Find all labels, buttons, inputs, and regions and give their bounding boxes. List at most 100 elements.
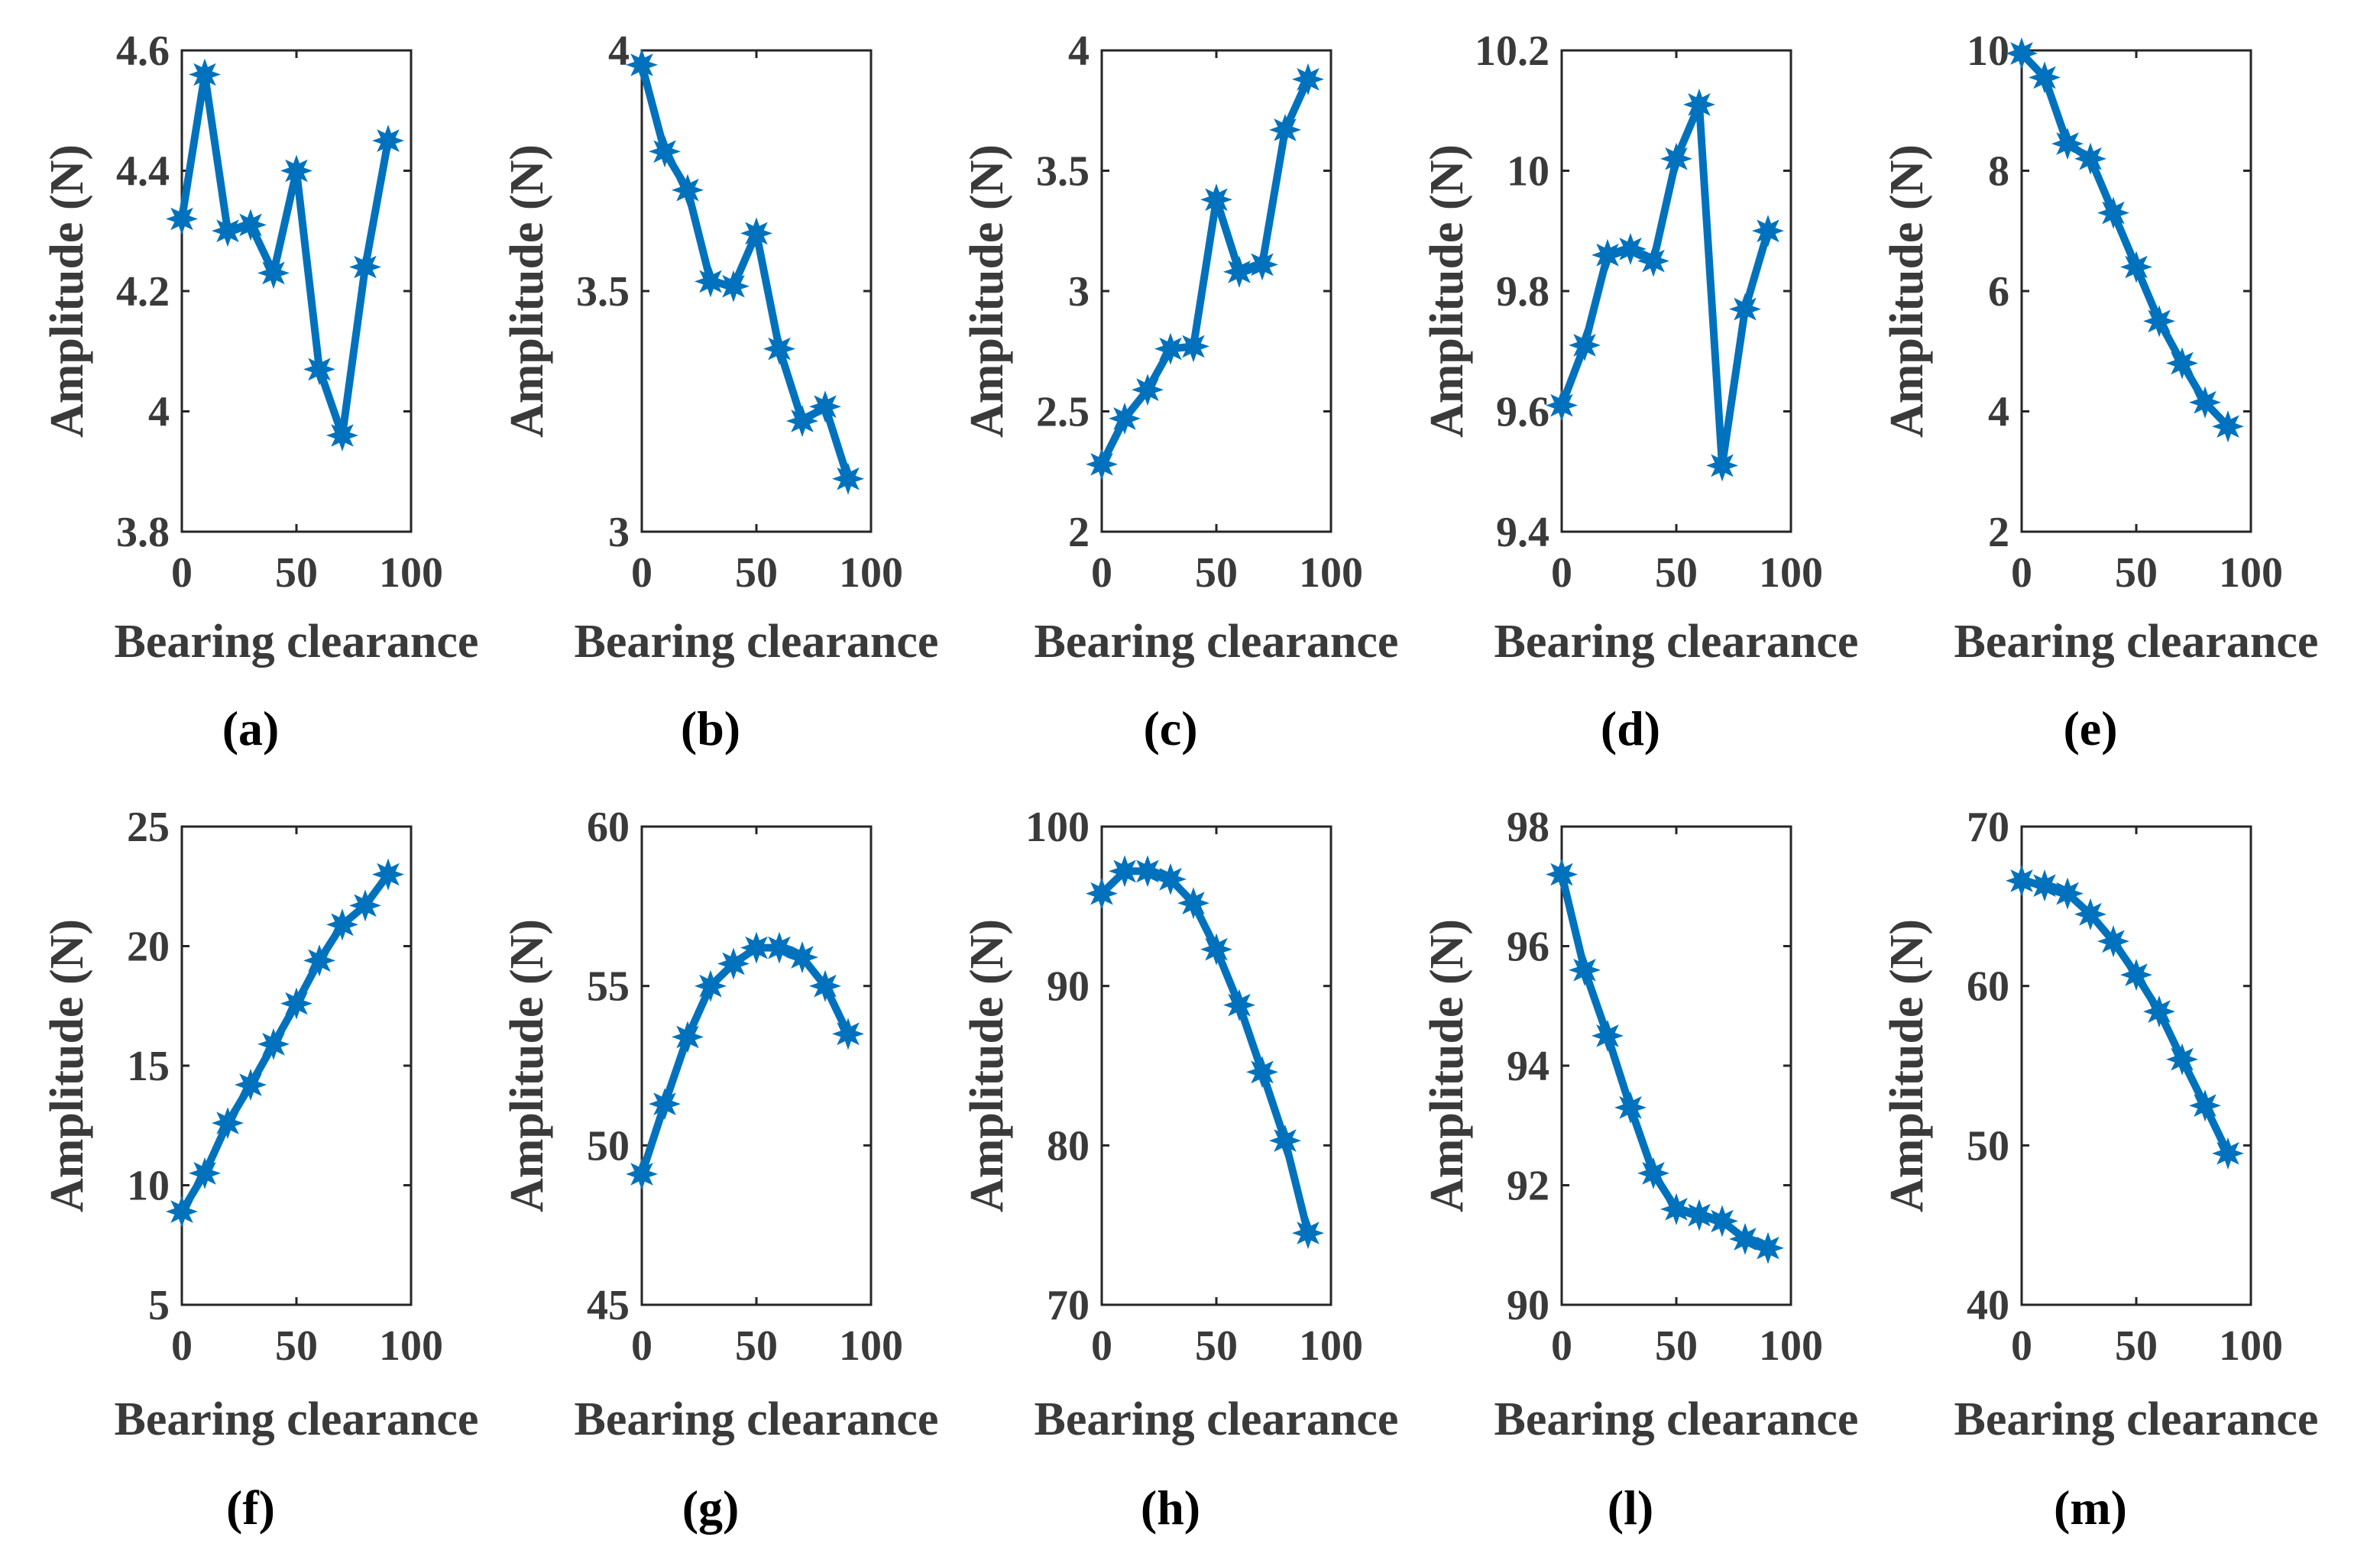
x-tick-label: 50 xyxy=(735,549,778,597)
x-tick-label: 50 xyxy=(735,1322,778,1370)
panel-label: (e) xyxy=(2063,701,2117,756)
data-point xyxy=(1177,330,1209,363)
y-tick-label: 80 xyxy=(1047,1122,1090,1170)
x-axis-label: Bearing clearance xyxy=(115,1393,479,1445)
data-point xyxy=(235,1068,267,1101)
y-axis-label: Amplitude (N) xyxy=(41,919,93,1212)
data-point xyxy=(1660,1192,1693,1225)
y-tick-label: 90 xyxy=(1507,1282,1549,1329)
x-axis-label: Bearing clearance xyxy=(1035,1393,1399,1445)
data-point xyxy=(2074,898,2106,930)
x-tick-label: 100 xyxy=(379,549,443,597)
x-tick-label: 0 xyxy=(171,1322,193,1370)
chart-panel-3: 0 50 100 2 2.5 3 3.5 4 Bearing clearance Amplitud… xyxy=(961,28,1398,756)
plot-frame xyxy=(2020,825,2252,1306)
data-point xyxy=(1706,1205,1738,1238)
x-tick-label: 50 xyxy=(1195,549,1238,597)
x-tick-label: 100 xyxy=(839,549,903,597)
y-tick-label: 10.2 xyxy=(1475,28,1549,75)
y-tick-label: 3.5 xyxy=(1036,148,1090,196)
x-axis-label: Bearing clearance xyxy=(575,616,939,668)
data-point xyxy=(1637,1157,1669,1189)
x-tick-label: 0 xyxy=(631,1322,652,1370)
data-point xyxy=(1291,63,1325,95)
data-point xyxy=(212,1107,244,1140)
y-tick-label: 100 xyxy=(1025,804,1090,851)
plot-frame xyxy=(180,825,413,1306)
y-tick-label: 45 xyxy=(587,1282,630,1329)
data-point xyxy=(694,265,727,298)
data-point xyxy=(809,969,841,1002)
x-tick-label: 50 xyxy=(2115,1322,2158,1370)
data-point xyxy=(786,941,818,974)
y-tick-label: 10 xyxy=(127,1163,170,1210)
data-point xyxy=(763,332,796,365)
plot-frame xyxy=(2020,49,2252,533)
data-point xyxy=(695,969,727,1002)
data-point xyxy=(1752,1231,1784,1264)
y-tick-label: 9.8 xyxy=(1496,268,1549,316)
data-point xyxy=(2051,877,2084,910)
x-tick-label: 100 xyxy=(1299,549,1363,597)
data-point xyxy=(1200,183,1233,216)
y-tick-label: 9.6 xyxy=(1496,389,1549,436)
y-tick-label: 4.4 xyxy=(116,148,170,196)
data-point xyxy=(1729,293,1761,325)
plot-frame xyxy=(180,49,413,533)
data-point xyxy=(1592,1019,1624,1052)
data-point xyxy=(2029,61,2061,94)
y-tick-label: 8 xyxy=(1988,148,2009,196)
chart-panel-5: 0 50 100 2 4 6 8 10 Bearing clearance Amplitude (… xyxy=(1881,28,2318,756)
data-point xyxy=(832,1018,864,1050)
data-point xyxy=(2212,410,2244,443)
x-tick-label: 50 xyxy=(275,1322,318,1370)
chart-panel-6: 0 50 100 5 10 15 20 25 Bearing clearance Amplitud… xyxy=(41,804,478,1535)
data-point xyxy=(625,48,659,81)
x-tick-label: 50 xyxy=(1655,1322,1698,1370)
x-tick-label: 50 xyxy=(2115,549,2158,597)
data-point xyxy=(1614,1091,1647,1124)
series-line xyxy=(178,70,392,439)
x-tick-label: 100 xyxy=(1759,1322,1823,1370)
series-line xyxy=(1558,870,1772,1252)
data-point xyxy=(717,947,750,980)
x-tick-label: 100 xyxy=(2219,1322,2283,1370)
y-tick-label: 2.5 xyxy=(1036,389,1090,436)
data-point xyxy=(2006,864,2038,897)
series-line xyxy=(2018,49,2232,431)
y-tick-label: 5 xyxy=(148,1282,170,1329)
y-axis-label: Amplitude (N) xyxy=(961,144,1013,438)
data-point xyxy=(165,202,199,235)
x-axis-label: Bearing clearance xyxy=(575,1393,939,1445)
x-tick-label: 0 xyxy=(1551,1322,1572,1370)
plot-frame xyxy=(640,49,873,533)
data-point xyxy=(1706,449,1738,482)
chart-panel-7: 0 50 100 45 50 55 60 Bearing clearance Amplitude… xyxy=(501,804,938,1535)
data-point xyxy=(1222,255,1256,288)
x-axis-label: Bearing clearance xyxy=(1035,616,1399,668)
y-axis-label: Amplitude (N) xyxy=(1881,144,1933,438)
y-axis-label: Amplitude (N) xyxy=(961,919,1013,1212)
data-point xyxy=(1200,933,1232,966)
y-tick-label: 9.4 xyxy=(1496,509,1549,556)
data-point xyxy=(1132,374,1164,406)
data-point xyxy=(1752,215,1784,248)
chart-panel-8: 0 50 100 70 80 90 100 Bearing clearance Amplitud… xyxy=(961,804,1398,1535)
series-line xyxy=(1098,867,1312,1238)
data-point xyxy=(672,1021,704,1053)
y-axis-label: Amplitude (N) xyxy=(1421,144,1473,438)
data-point xyxy=(303,353,335,386)
data-point xyxy=(785,405,819,438)
y-tick-label: 60 xyxy=(1967,963,2009,1011)
panel-label: (d) xyxy=(1601,701,1660,756)
panel-label: (b) xyxy=(681,701,740,756)
data-point xyxy=(649,1088,681,1121)
data-point xyxy=(1568,953,1601,986)
y-tick-label: 98 xyxy=(1507,804,1549,851)
panel-label: (c) xyxy=(1143,701,1197,756)
data-point xyxy=(648,135,682,168)
chart-panel-4: 0 50 100 9.4 9.6 9.8 10 10.2 Bearing clearance Am… xyxy=(1421,28,1858,756)
x-tick-label: 0 xyxy=(1091,549,1112,597)
data-point xyxy=(326,908,358,941)
data-point xyxy=(2189,1089,2221,1122)
